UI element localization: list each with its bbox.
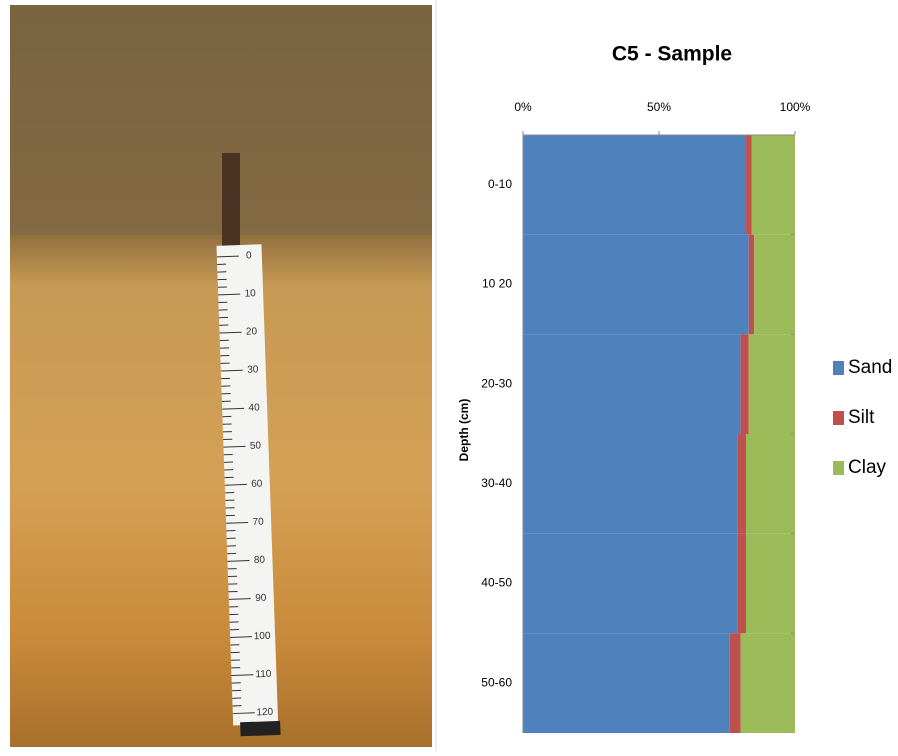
- tape-label: 0: [246, 250, 252, 261]
- bar-segment: [738, 434, 746, 534]
- knife-handle: [222, 153, 240, 248]
- figure: 0 10 20 30 40 50 60 70 80 90 100 110 120 C5 - Sample…: [0, 0, 898, 751]
- legend-swatch: [833, 411, 844, 425]
- bar-segment: [523, 135, 746, 235]
- grass: [10, 5, 432, 235]
- bar-segment: [523, 534, 738, 634]
- x-tick-label: 0%: [514, 100, 532, 114]
- x-tick-label: 100%: [780, 100, 811, 114]
- legend-label: Silt: [848, 407, 875, 428]
- bar-segment: [749, 235, 754, 335]
- tape-label: 110: [255, 669, 272, 681]
- legend-swatch: [833, 461, 844, 475]
- bar-segment: [523, 434, 738, 534]
- y-tick-label: 0-10: [488, 177, 512, 191]
- chart: C5 - Sample Depth (cm) 0% 50% 100% 0-10 10 2…: [457, 43, 892, 733]
- soil-photo: 0 10 20 30 40 50 60 70 80 90 100 110 120: [10, 5, 432, 747]
- y-tick-label: 20-30: [481, 376, 512, 390]
- tape-label: 60: [251, 479, 263, 490]
- legend-label: Clay: [848, 457, 887, 478]
- bar-segment: [746, 534, 795, 634]
- bar-segment: [746, 434, 795, 534]
- bar-segment: [523, 334, 741, 434]
- bar-segment: [523, 235, 749, 335]
- tape-label: 120: [256, 707, 273, 719]
- tape-label: 40: [248, 402, 260, 413]
- tape-label: 10: [244, 288, 256, 299]
- tape-label: 30: [247, 364, 259, 375]
- y-tick-label: 10 20: [482, 277, 512, 291]
- legend-swatch: [833, 361, 844, 375]
- bar-segment: [738, 534, 746, 634]
- bar-segment: [741, 633, 795, 733]
- y-tick-label: 30-40: [481, 476, 512, 490]
- x-tick-label: 50%: [647, 100, 671, 114]
- y-tick-label: 50-60: [481, 675, 512, 689]
- tape-label: 100: [254, 631, 271, 643]
- bar-segment: [751, 135, 795, 235]
- bar-segment: [746, 135, 751, 235]
- bar-segment: [749, 334, 795, 434]
- tape-label: 50: [250, 440, 262, 451]
- bar-segment: [754, 235, 795, 335]
- tape-label: 70: [252, 517, 264, 528]
- bar-segment: [741, 334, 749, 434]
- tape-label: 90: [255, 593, 267, 604]
- bar-segment: [523, 633, 730, 733]
- tape-label: 80: [254, 555, 266, 566]
- chart-title: C5 - Sample: [612, 43, 732, 66]
- tape-label: 20: [246, 326, 258, 337]
- y-tick-label: 40-50: [481, 576, 512, 590]
- bar-segment: [730, 633, 741, 733]
- y-axis-label: Depth (cm): [457, 399, 471, 462]
- legend-label: Sand: [848, 357, 892, 378]
- tape-end: [240, 721, 280, 736]
